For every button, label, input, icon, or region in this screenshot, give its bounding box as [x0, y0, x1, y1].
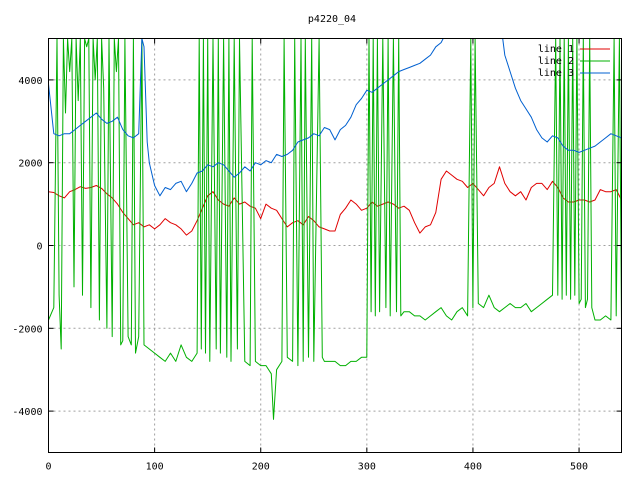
- axis-ticks: 0 100 200 300 400 500 -4000 -2000 0 2000 4000: [12, 38, 622, 473]
- chart-title: p4220_04: [308, 14, 356, 25]
- x-tick-label: 300: [358, 462, 376, 473]
- x-tick-label: 200: [252, 462, 270, 473]
- legend-label-1: line 1: [538, 44, 574, 55]
- x-tick-label: 400: [464, 462, 482, 473]
- series-line-2: [48, 38, 622, 420]
- series-line-3: [48, 38, 622, 197]
- legend-label-3: line 3: [538, 68, 574, 79]
- y-tick-label: -4000: [12, 407, 42, 418]
- x-tick-label: 100: [146, 462, 164, 473]
- y-tick-label: 4000: [18, 76, 42, 87]
- y-tick-label: -2000: [12, 324, 42, 335]
- legend-label-2: line 2: [538, 56, 574, 67]
- y-tick-label: 2000: [18, 159, 42, 170]
- series-group: [48, 38, 622, 420]
- y-tick-label: 0: [36, 242, 42, 253]
- x-tick-label: 500: [570, 462, 588, 473]
- series-line-1: [48, 166, 622, 236]
- x-tick-label: 0: [45, 462, 51, 473]
